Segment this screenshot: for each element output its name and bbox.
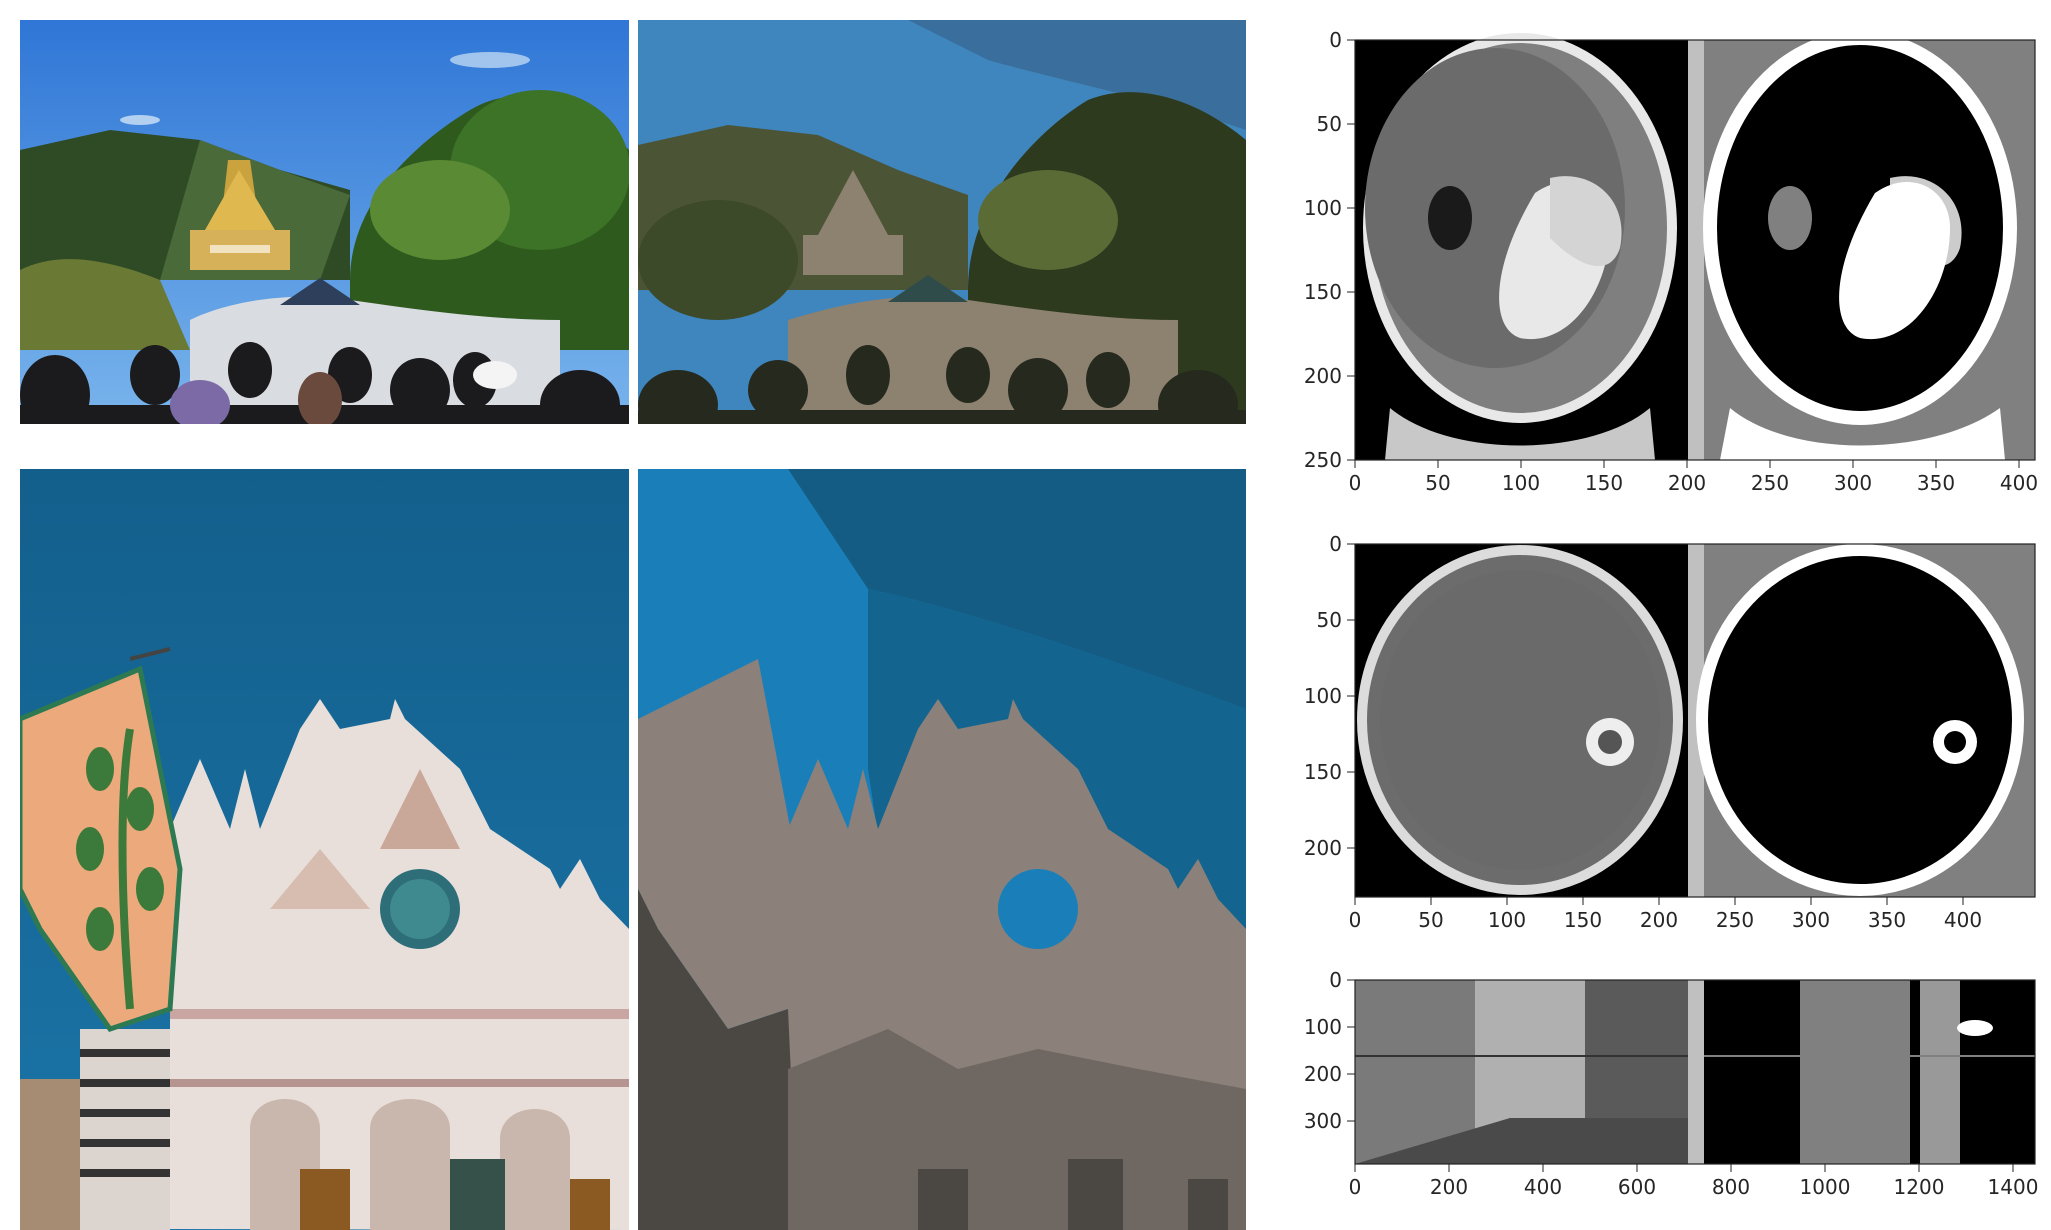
x-tick-label: 400 [1944,908,1982,932]
x-tick-label: 1000 [1800,1175,1851,1199]
x-tick-label: 1400 [1988,1175,2039,1199]
y-axis-ticks [1347,979,1355,1122]
x-tick-label: 150 [1585,471,1623,495]
y-tick-label: 200 [1304,1062,1342,1086]
plot-image-area [1354,31,2036,461]
x-tick-label: 100 [1502,471,1540,495]
plot-brain-coronal: 0 50 100 150 200 250 300 350 400 0 50 10… [1304,28,2040,506]
y-tick-label: 0 [1329,532,1342,556]
x-tick-label: 400 [2000,471,2038,495]
y-tick-label: 0 [1329,968,1342,992]
y-tick-label: 100 [1304,684,1342,708]
x-axis-ticks [1354,897,1964,905]
x-tick-label: 350 [1917,471,1955,495]
x-tick-label: 350 [1868,908,1906,932]
x-tick-label: 50 [1425,471,1450,495]
x-tick-label: 0 [1349,1175,1362,1199]
y-tick-label: 200 [1304,836,1342,860]
temple-original-photo [20,20,629,424]
x-tick-label: 200 [1430,1175,1468,1199]
x-tick-label: 800 [1712,1175,1750,1199]
x-tick-label: 200 [1640,908,1678,932]
y-axis-ticks [1347,543,1355,849]
x-tick-label: 1200 [1894,1175,1945,1199]
y-tick-label: 200 [1304,364,1342,388]
plot-street: 0 200 400 600 800 1000 1200 1400 0 100 2… [1304,968,2040,1208]
cathedral-original-photo [20,469,629,1230]
y-tick-label: 50 [1317,112,1342,136]
y-tick-label: 100 [1304,196,1342,220]
y-tick-label: 50 [1317,608,1342,632]
x-tick-label: 250 [1751,471,1789,495]
y-tick-label: 0 [1329,28,1342,52]
cathedral-segmented-image [638,469,1246,1230]
x-tick-label: 0 [1349,908,1362,932]
x-tick-label: 250 [1716,908,1754,932]
y-tick-label: 250 [1304,448,1342,472]
x-tick-label: 0 [1349,471,1362,495]
plot-brain-axial: 0 50 100 150 200 250 300 350 400 0 50 10… [1304,532,2040,942]
x-tick-label: 300 [1792,908,1830,932]
x-tick-label: 400 [1524,1175,1562,1199]
x-axis-ticks [1354,1164,2014,1172]
x-tick-label: 150 [1564,908,1602,932]
plot-image-area [1354,543,2036,898]
x-tick-label: 200 [1668,471,1706,495]
temple-segmented-image [638,20,1246,424]
y-tick-label: 100 [1304,1015,1342,1039]
plot-image-area [1354,979,2036,1165]
y-tick-label: 150 [1304,280,1342,304]
x-axis-ticks [1354,460,2020,468]
x-tick-label: 100 [1488,908,1526,932]
x-tick-label: 600 [1618,1175,1656,1199]
x-tick-label: 50 [1418,908,1443,932]
y-axis-ticks [1347,39,1355,461]
x-tick-label: 300 [1834,471,1872,495]
y-tick-label: 300 [1304,1109,1342,1133]
y-tick-label: 150 [1304,760,1342,784]
